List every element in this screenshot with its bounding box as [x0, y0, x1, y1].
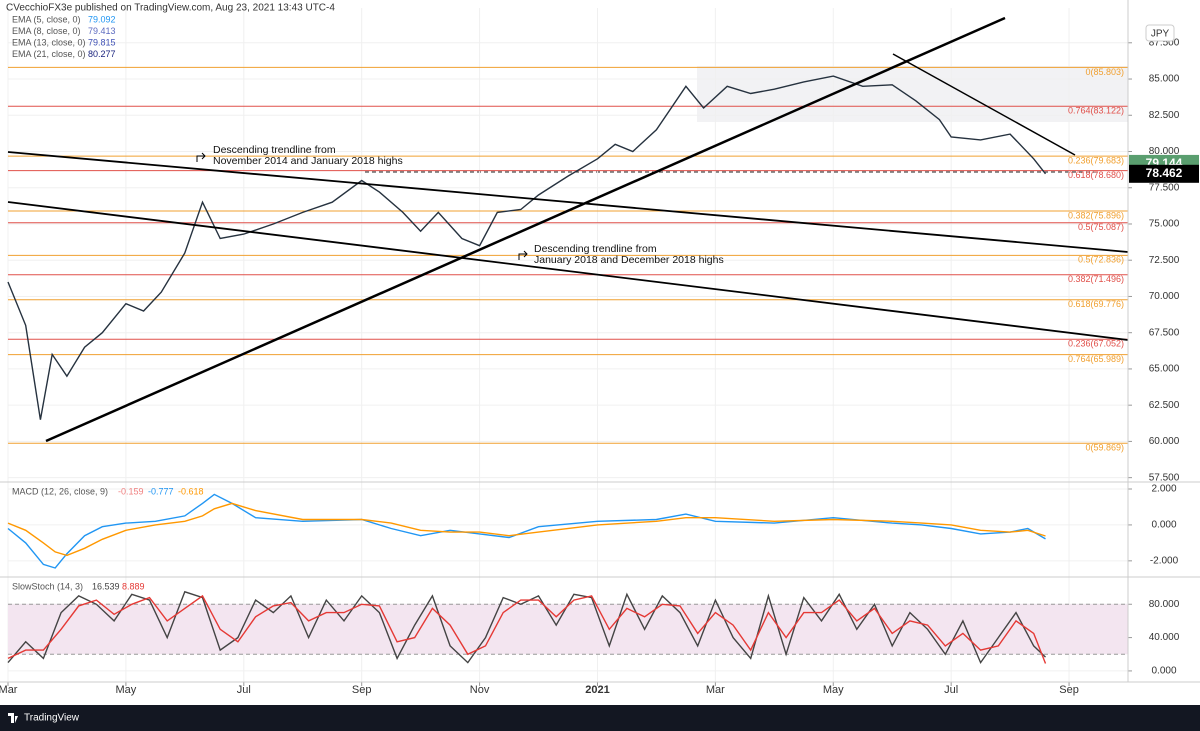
series-line: [7, 502, 1046, 557]
y-tick-label: 75.000: [1149, 219, 1180, 230]
legend-name: EMA (8, close, 0): [12, 26, 81, 36]
pane-title: MACD (12, 26, close, 9): [12, 486, 108, 496]
footer-brand: TradingView: [24, 713, 80, 724]
legend-value: 16.539: [92, 581, 120, 591]
x-tick-label: Sep: [352, 684, 372, 696]
fib-label: 0.618(78.680): [1068, 170, 1124, 180]
fib-label: 0(59.869): [1085, 443, 1124, 453]
y-tick-label: -2.000: [1150, 555, 1179, 566]
y-tick-label: 77.500: [1149, 182, 1180, 193]
fib-label: 0.764(65.989): [1068, 354, 1124, 364]
legend-value: -0.618: [178, 486, 204, 496]
annotation: November 2014 and January 2018 highs: [213, 155, 403, 167]
fib-label: 0(85.803): [1085, 67, 1124, 77]
y-tick-label: 2.000: [1151, 484, 1176, 495]
y-tick-label: 65.000: [1149, 364, 1180, 375]
y-tick-label: 80.000: [1149, 599, 1180, 610]
legend-value: 80.277: [88, 49, 116, 59]
annotation-arrow: [196, 152, 206, 162]
currency-box: [1145, 24, 1175, 42]
series-line: [7, 594, 1047, 664]
logo: [8, 713, 18, 723]
price-tag-label: 78.462: [1146, 166, 1183, 180]
y-tick-label: 57.500: [1149, 472, 1180, 483]
legend-name: EMA (5, close, 0): [12, 14, 81, 24]
header: CVecchioFX3e published on TradingView.co…: [6, 3, 335, 14]
descending-trendline: [892, 53, 1076, 156]
x-tick-label: Jul: [237, 684, 251, 696]
legend-value: 79.815: [88, 37, 116, 47]
range-box: [697, 66, 1128, 122]
fib-label: 0.236(79.683): [1068, 155, 1124, 165]
long-trendline-1: [7, 151, 1129, 253]
legend-name: EMA (21, close, 0): [12, 49, 86, 59]
y-tick-label: 0.000: [1151, 666, 1176, 677]
x-tick-label: Jul: [944, 684, 958, 696]
currency: JPY: [1151, 29, 1170, 40]
y-tick-label: 87.500: [1149, 37, 1180, 48]
long-trendline-2: [7, 201, 1129, 341]
fib-label: 0.764(83.122): [1068, 106, 1124, 116]
x-tick-label: May: [823, 684, 844, 696]
pane-title: SlowStoch (14, 3): [12, 581, 83, 591]
rising-trendline: [45, 16, 1006, 443]
x-tick-label: 2021: [585, 684, 609, 696]
y-tick-label: 70.000: [1149, 291, 1180, 302]
series-line: [7, 493, 1046, 569]
annotation: Descending trendline from: [534, 243, 657, 255]
fib-label: 0.236(67.052): [1068, 339, 1124, 349]
fib-label: 0.5(75.087): [1078, 222, 1124, 232]
price-tag: [1129, 164, 1199, 183]
legend-value: 79.413: [88, 26, 116, 36]
x-tick-label: Sep: [1059, 684, 1079, 696]
x-tick-label: Mar: [706, 684, 725, 696]
y-tick-label: 85.000: [1149, 74, 1180, 85]
legend-value: -0.777: [148, 486, 174, 496]
y-tick-label: 82.500: [1149, 110, 1180, 121]
stoch-band: [8, 604, 1128, 655]
x-tick-label: May: [116, 684, 137, 696]
legend-value: -0.159: [118, 486, 144, 496]
y-tick-label: 72.500: [1149, 255, 1180, 266]
y-tick-label: 62.500: [1149, 400, 1180, 411]
fib-label: 0.382(75.896): [1068, 210, 1124, 220]
series-line: [7, 75, 1047, 420]
legend-value: 79.092: [88, 14, 116, 24]
y-tick-label: 60.000: [1149, 436, 1180, 447]
y-tick-label: 67.500: [1149, 327, 1180, 338]
fib-label: 0.5(72.836): [1078, 255, 1124, 265]
y-tick-label: 80.000: [1149, 146, 1180, 157]
annotation: January 2018 and December 2018 highs: [534, 254, 724, 266]
legend-name: EMA (13, close, 0): [12, 37, 86, 47]
annotation: Descending trendline from: [213, 144, 336, 156]
x-tick-label: Mar: [0, 684, 18, 696]
footer-bar: [0, 705, 1200, 731]
annotation-arrow: [518, 250, 528, 260]
fib-label: 0.382(71.496): [1068, 274, 1124, 284]
legend-value: 8.889: [122, 581, 145, 591]
y-tick-label: 0.000: [1151, 520, 1176, 531]
x-tick-label: Nov: [470, 684, 490, 696]
y-tick-label: 40.000: [1149, 632, 1180, 643]
fib-label: 0.618(69.776): [1068, 299, 1124, 309]
